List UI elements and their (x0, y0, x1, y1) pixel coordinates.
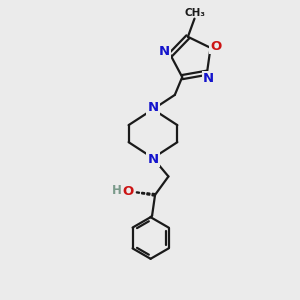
Polygon shape (142, 192, 145, 194)
Polygon shape (152, 193, 155, 196)
Text: CH₃: CH₃ (184, 8, 206, 18)
Text: N: N (147, 153, 158, 166)
Text: N: N (203, 72, 214, 85)
Text: N: N (159, 45, 170, 58)
Text: N: N (147, 101, 158, 114)
Text: O: O (210, 40, 221, 53)
Polygon shape (136, 192, 140, 193)
Text: H: H (112, 184, 122, 197)
Polygon shape (147, 193, 150, 195)
Text: O: O (123, 185, 134, 198)
Polygon shape (131, 191, 134, 192)
